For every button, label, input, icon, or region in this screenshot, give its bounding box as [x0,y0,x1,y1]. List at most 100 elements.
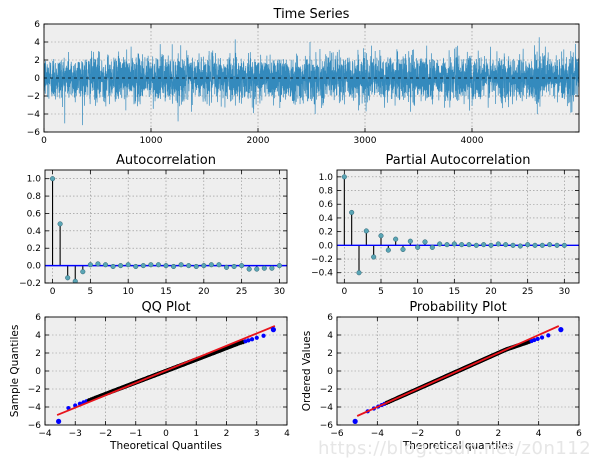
qq-ytick-label: −4 [28,403,42,413]
qq-xtick-label: −3 [69,429,82,439]
prob-reference-line [356,325,560,417]
prob-ytick-label: 2 [327,349,333,359]
acf-marker [208,262,214,268]
qq-ytick-label: −6 [28,421,42,431]
acf-marker [57,221,63,227]
acf-marker [80,269,86,275]
prob-ylabel: Ordered Values [301,331,313,411]
qq-point [249,337,255,342]
prob-ytick-label: 4 [327,331,333,341]
pacf-ytick-label: 1.0 [319,173,334,183]
prob-point [532,337,537,343]
prob-ytick-label: −2 [320,385,333,395]
acf-marker [65,275,71,281]
prob-point [546,333,551,338]
qq-xtick-label: 1 [193,429,199,439]
prob-outlier-high [558,327,564,333]
pacf-marker [539,242,545,248]
ts-ticks: 0 1000 2000 3000 4000 −6 −4 −2 0 2 4 6 [27,20,579,146]
pacf-marker [473,242,479,248]
qq-frame [44,316,288,426]
qq-ytick-label: 2 [35,349,41,359]
pacf-xtick-label: 30 [559,287,571,297]
acf-marker [163,263,169,269]
qq-point [254,335,259,340]
prob-ytick-label: −4 [320,403,334,413]
ts-xtick-label: 0 [41,136,47,146]
acf-ytick-label: 1.0 [27,175,42,185]
ts-ytick-label: 0 [34,74,40,84]
qq-xtick-label: −1 [129,429,142,439]
acf-marker [261,265,267,271]
qq-point [246,338,251,343]
acf-ytick-label: 0.0 [27,262,42,272]
pacf-marker [349,209,355,216]
acf-ticks: 0 5 10 15 20 25 30 −0.2 0.0 0.2 0.4 0.6 0.8 1.0 [19,170,287,297]
pacf-marker [444,242,450,248]
pacf-data [337,174,579,276]
prob-frame [336,316,580,426]
acf-marker [155,262,161,268]
acf-marker [140,263,146,269]
pacf-marker [371,254,377,260]
prob-title: Probability Plot [409,300,506,315]
pacf-marker [451,241,457,247]
acf-marker [178,262,184,268]
acf-marker [216,262,222,268]
ts-ytick-label: 6 [34,20,40,30]
qq-xtick-label: 3 [254,429,260,439]
ts-xtick-label: 2000 [247,136,270,146]
acf-ytick-label: 0.6 [27,209,42,219]
pacf-marker [554,242,560,248]
qq-ytick-label: 4 [35,331,41,341]
acf-marker [223,264,230,270]
acf-xtick-label: 10 [122,287,134,297]
prob-panel: −6 −4 −2 0 2 4 6 −6 −4 −2 0 2 4 6 Probability Plot Theo… [301,300,582,452]
pacf-marker [422,239,428,245]
prob-xtick-label: 6 [576,429,582,439]
prob-xlabel: Theoretical quantiles [402,440,513,452]
pacf-marker [525,242,531,248]
ts-ytick-label: −4 [27,110,41,120]
ts-ytick-label: 2 [34,56,40,66]
pacf-marker [488,242,494,248]
acf-marker [239,263,245,269]
pacf-marker [503,242,509,248]
acf-marker [254,266,260,272]
qq-data [56,325,276,424]
pacf-marker [415,244,421,250]
qq-ytick-label: 0 [35,367,41,377]
pacf-xtick-label: 10 [412,287,424,297]
acf-marker [87,262,93,268]
prob-point [539,335,545,340]
pacf-marker [341,174,347,180]
pacf-frame [336,169,580,284]
qq-xtick-label: −4 [38,429,52,439]
ts-xtick-label: 3000 [354,136,377,146]
pacf-marker [466,242,472,248]
acf-xtick-label: 20 [198,287,210,297]
prob-xtick-label: 0 [455,429,461,439]
prob-data [352,325,564,424]
qq-xtick-label: 4 [284,429,290,439]
acf-marker [193,263,199,270]
prob-outlier-low [352,418,358,424]
acf-marker [95,261,101,267]
pacf-marker [510,242,516,248]
qq-outlier-high [270,327,276,333]
acf-marker [110,263,116,270]
acf-frame [44,169,288,284]
pacf-marker [547,242,553,248]
pacf-marker [481,242,487,248]
qq-grid [45,317,287,425]
qq-xtick-label: −2 [99,429,112,439]
qq-xlabel: Theoretical Quantiles [109,440,222,452]
acf-ytick-label: 0.8 [27,192,42,202]
prob-xtick-label: −2 [411,429,424,439]
pacf-ytick-label: 0.2 [319,228,333,238]
acf-marker [50,176,56,182]
acf-xtick-label: 15 [160,287,171,297]
prob-xtick-label: −6 [330,429,344,439]
